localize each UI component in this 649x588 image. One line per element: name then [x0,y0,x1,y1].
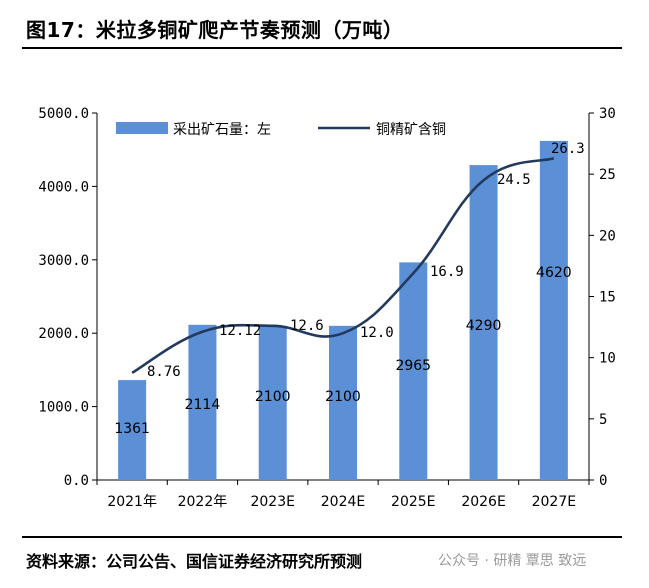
axes: 0.0 1000.0 2000.0 3000.0 4000.0 5000.0 0 5 10 15 2… [38,106,615,510]
left-tick-label: 3000.0 [38,253,89,269]
legend-label-line: 铜精矿含铜 [376,122,446,138]
line-value-label: 12.12 [219,323,261,339]
bar [469,165,498,480]
bar [258,325,287,480]
left-tick-label: 1000.0 [38,400,89,416]
line-value-label: 12.0 [360,325,394,341]
bar-value-label: 2100 [255,389,291,405]
bottom-rule [22,536,622,538]
left-tick-label: 4000.0 [38,179,89,195]
bar [188,324,217,480]
data-labels: 1361 2114 2100 2100 2965 4290 4620 8.76 12.12 12.… [114,141,584,437]
right-tick-label: 15 [599,290,616,306]
line-value-label: 26.3 [551,141,585,157]
legend-label-bars: 采出矿石量：左 [173,122,271,138]
right-tick-label: 20 [599,228,616,244]
line-value-label: 16.9 [430,264,464,280]
right-tick-label: 25 [599,167,616,183]
left-tick-label: 5000.0 [38,106,89,122]
bar-value-label: 2114 [185,397,221,413]
bar-value-label: 2100 [325,389,361,405]
bar [399,262,428,480]
line-value-label: 24.5 [497,172,531,188]
watermark: 公众号 · 研精 覃思 致远 [438,553,587,569]
bar [539,140,568,480]
x-tick-label: 2022年 [178,494,228,510]
left-tick-label: 2000.0 [38,326,89,342]
x-tick-label: 2024E [321,494,365,510]
top-rule [22,47,622,49]
x-tick-label: 2026E [461,494,505,510]
legend: 采出矿石量：左 铜精矿含铜 [116,122,446,138]
right-tick-label: 10 [599,351,616,367]
bar-value-label: 1361 [114,421,150,437]
bar-value-label: 4620 [536,265,572,281]
bar [118,380,147,480]
figure-title: 图17：米拉多铜矿爬产节奏预测（万吨） [26,18,404,42]
bar-series [118,140,568,480]
legend-swatch-bars [116,122,168,134]
bar-value-label: 2965 [395,358,431,374]
x-tick-label: 2021年 [107,494,157,510]
x-tick-label: 2025E [391,494,435,510]
source-note: 资料来源：公司公告、国信证券经济研究所预测 [26,552,363,571]
bar-value-label: 4290 [466,318,502,334]
right-tick-label: 30 [599,106,616,122]
line-value-label: 12.6 [290,318,324,334]
left-tick-label: 0.0 [64,473,89,489]
right-tick-label: 0 [599,473,607,489]
right-tick-label: 5 [599,412,607,428]
line-value-label: 8.76 [147,364,181,380]
x-tick-label: 2023E [250,494,294,510]
line-series [131,157,555,374]
bar [329,325,357,480]
x-tick-label: 2027E [532,494,576,510]
